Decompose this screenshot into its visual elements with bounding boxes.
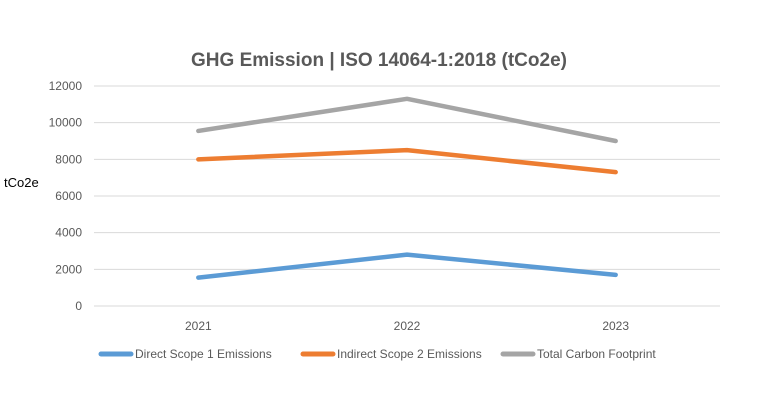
y-tick-label: 12000	[49, 79, 83, 93]
x-tick-labels: 2021 2022 2023	[185, 319, 629, 333]
series-lines	[196, 96, 618, 280]
y-tick-label: 10000	[49, 116, 83, 130]
legend-label: Direct Scope 1 Emissions	[135, 347, 272, 361]
y-tick-labels: 0 2000 4000 6000 8000 10000 12000	[49, 79, 83, 313]
y-tick-label: 4000	[55, 226, 82, 240]
x-tick-label: 2022	[394, 319, 421, 333]
series-line-1	[196, 252, 618, 280]
chart-title: GHG Emission | ISO 14064-1:2018 (tCo2e)	[191, 50, 567, 71]
y-tick-label: 8000	[55, 152, 82, 166]
series-line-2	[196, 147, 618, 175]
y-tick-label: 2000	[55, 262, 82, 276]
legend: Direct Scope 1 Emissions Indirect Scope 2…	[98, 347, 656, 361]
legend-label: Indirect Scope 2 Emissions	[337, 347, 482, 361]
gridlines	[94, 85, 720, 307]
legend-label: Total Carbon Footprint	[537, 347, 656, 361]
y-tick-label: 6000	[55, 189, 82, 203]
x-tick-label: 2023	[602, 319, 629, 333]
y-axis-label: tCo2e	[4, 175, 39, 190]
y-tick-label: 0	[75, 299, 82, 313]
series-line-3	[196, 96, 618, 144]
x-tick-label: 2021	[185, 319, 212, 333]
